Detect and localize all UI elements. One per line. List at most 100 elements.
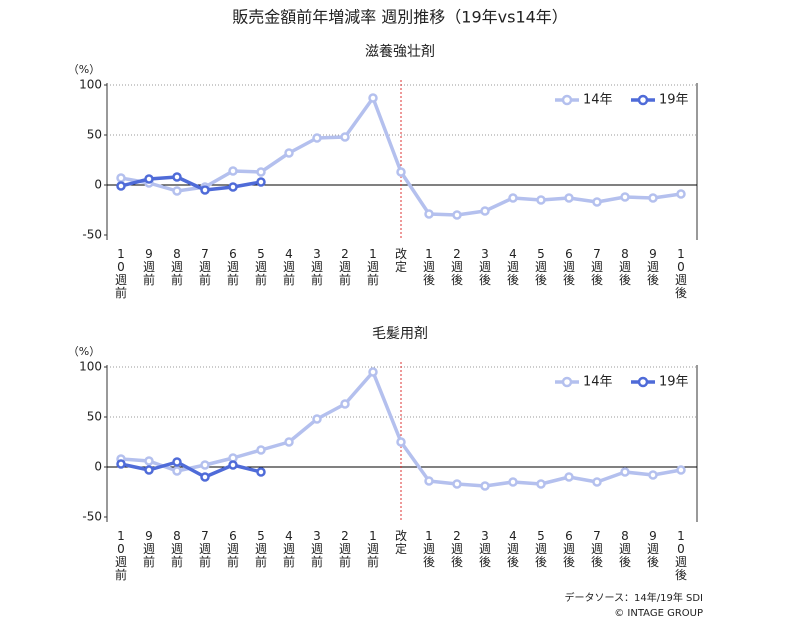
point bbox=[172, 186, 182, 196]
x-tick-label: 3 週前 bbox=[311, 529, 323, 569]
x-tick-label: 5 週前 bbox=[255, 247, 267, 287]
point bbox=[228, 166, 238, 176]
x-tick-label: 6 週後 bbox=[563, 247, 575, 287]
y-axis-label: （%） bbox=[68, 63, 100, 76]
x-tick-label: 4 週前 bbox=[283, 529, 295, 569]
point bbox=[564, 193, 574, 203]
point bbox=[396, 437, 406, 447]
point bbox=[508, 193, 518, 203]
point bbox=[200, 472, 210, 482]
x-tick-label: 1 週後 bbox=[423, 247, 435, 287]
y-tick-label: 100 bbox=[79, 78, 102, 92]
point bbox=[564, 472, 574, 482]
point bbox=[396, 167, 406, 177]
x-tick-label: 3 週後 bbox=[479, 247, 491, 287]
point bbox=[200, 460, 210, 470]
x-tick-label: 1 0 週前 bbox=[115, 247, 127, 300]
x-tick-label: 1 0 週後 bbox=[675, 247, 687, 300]
point bbox=[144, 465, 154, 475]
point bbox=[172, 466, 182, 476]
legend-marker bbox=[561, 376, 573, 388]
point bbox=[676, 189, 686, 199]
x-tick-label: 5 週後 bbox=[535, 529, 547, 569]
y-axis-label: （%） bbox=[68, 345, 100, 358]
point bbox=[116, 459, 126, 469]
main-title: 販売金額前年増減率 週別推移（19年vs14年） bbox=[232, 8, 568, 27]
point bbox=[284, 437, 294, 447]
point bbox=[116, 173, 126, 183]
x-tick-label: 6 週後 bbox=[563, 529, 575, 569]
x-tick-label: 9 週前 bbox=[143, 247, 155, 287]
point bbox=[312, 133, 322, 143]
point bbox=[172, 172, 182, 182]
x-tick-label: 3 週前 bbox=[311, 247, 323, 287]
point bbox=[452, 210, 462, 220]
y-tick-label: 100 bbox=[79, 360, 102, 374]
point bbox=[368, 93, 378, 103]
x-tick-label: 8 週後 bbox=[619, 529, 631, 569]
x-tick-label: 改定 bbox=[395, 529, 407, 556]
x-tick-label: 4 週後 bbox=[507, 247, 519, 287]
x-tick-label: 9 週後 bbox=[647, 247, 659, 287]
y-tick-label: 50 bbox=[87, 128, 102, 142]
x-tick-label: 1 週前 bbox=[367, 247, 379, 287]
point bbox=[648, 193, 658, 203]
x-tick-label: 5 週前 bbox=[255, 529, 267, 569]
x-tick-label: 7 週後 bbox=[591, 247, 603, 287]
copyright: © INTAGE GROUP bbox=[614, 608, 703, 619]
point bbox=[424, 476, 434, 486]
y-tick-label: 0 bbox=[94, 178, 102, 192]
x-tick-label: 4 週後 bbox=[507, 529, 519, 569]
point bbox=[256, 445, 266, 455]
point bbox=[172, 457, 182, 467]
point bbox=[368, 367, 378, 377]
y-tick-label: -50 bbox=[82, 228, 102, 242]
x-tick-label: 1 週後 bbox=[423, 529, 435, 569]
x-tick-label: 改定 bbox=[395, 247, 407, 274]
point bbox=[228, 182, 238, 192]
x-tick-label: 5 週後 bbox=[535, 247, 547, 287]
x-tick-label: 7 週前 bbox=[199, 247, 211, 287]
x-tick-label: 2 週後 bbox=[451, 247, 463, 287]
point bbox=[480, 206, 490, 216]
legend-label: 19年 bbox=[659, 93, 689, 108]
x-tick-label: 2 週後 bbox=[451, 529, 463, 569]
legend-label: 14年 bbox=[583, 375, 613, 390]
point bbox=[312, 414, 322, 424]
point bbox=[676, 465, 686, 475]
point bbox=[144, 456, 154, 466]
x-tick-label: 4 週前 bbox=[283, 247, 295, 287]
y-tick-label: 50 bbox=[87, 410, 102, 424]
legend-marker bbox=[637, 94, 649, 106]
x-tick-label: 2 週前 bbox=[339, 247, 351, 287]
point bbox=[284, 148, 294, 158]
legend-label: 19年 bbox=[659, 375, 689, 390]
chart-title: 滋養強壮剤 bbox=[365, 43, 435, 60]
point bbox=[480, 481, 490, 491]
series-line bbox=[120, 460, 262, 479]
y-tick-label: 0 bbox=[94, 460, 102, 474]
chart-title: 毛髪用剤 bbox=[372, 326, 428, 342]
point bbox=[536, 479, 546, 489]
x-tick-label: 1 0 週前 bbox=[115, 529, 127, 582]
point bbox=[256, 467, 266, 477]
x-tick-label: 9 週後 bbox=[647, 529, 659, 569]
point bbox=[228, 460, 238, 470]
point bbox=[200, 185, 210, 195]
point bbox=[648, 470, 658, 480]
point bbox=[592, 197, 602, 207]
point bbox=[256, 177, 266, 187]
x-tick-label: 3 週後 bbox=[479, 529, 491, 569]
point bbox=[116, 181, 126, 191]
point bbox=[256, 167, 266, 177]
point bbox=[424, 209, 434, 219]
y-tick-label: -50 bbox=[82, 510, 102, 524]
x-tick-label: 1 0 週後 bbox=[675, 529, 687, 582]
legend-marker bbox=[637, 376, 649, 388]
x-tick-label: 8 週前 bbox=[171, 247, 183, 287]
x-tick-label: 1 週前 bbox=[367, 529, 379, 569]
point bbox=[620, 467, 630, 477]
x-tick-label: 8 週後 bbox=[619, 247, 631, 287]
source: データソース：14年/19年 SDI bbox=[565, 591, 704, 604]
